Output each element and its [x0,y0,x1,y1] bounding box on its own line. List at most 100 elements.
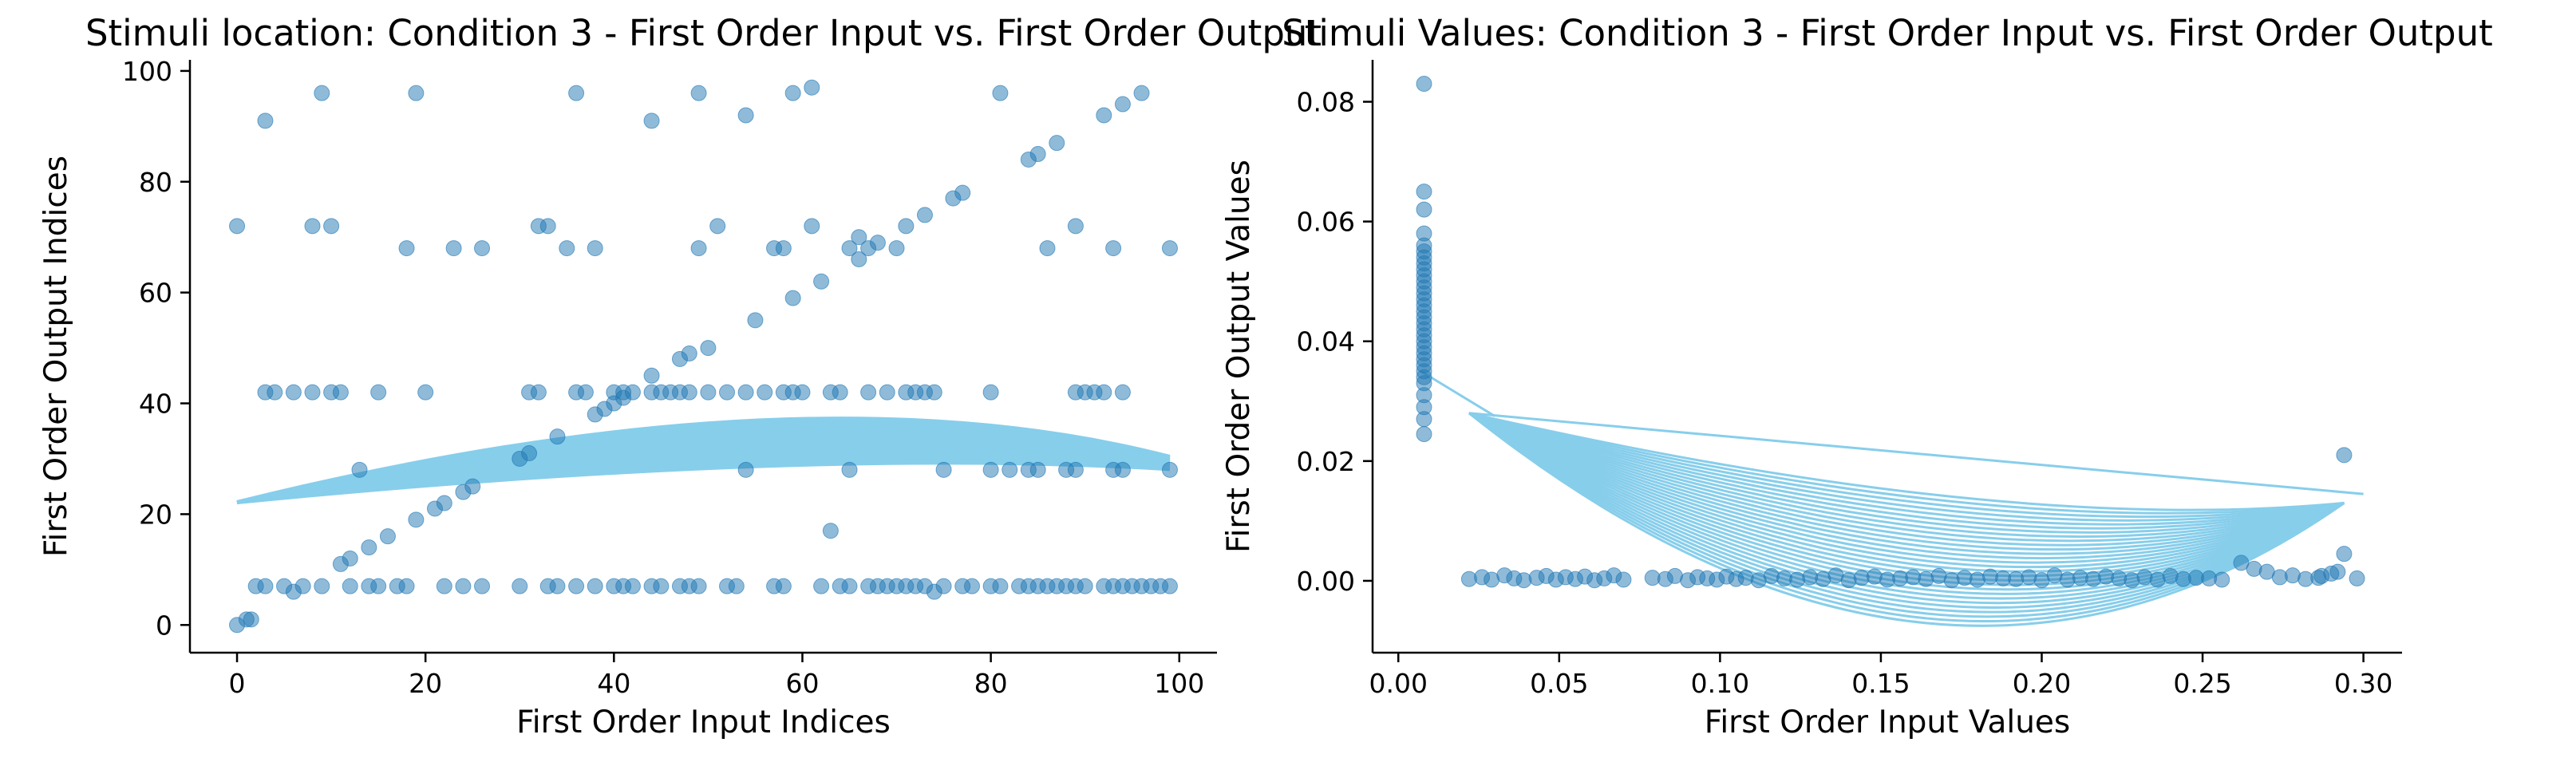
y-tick-label: 0.02 [1297,446,1355,477]
curve-line [1468,412,2345,569]
curve-line [1420,369,1495,417]
data-point [784,290,801,306]
data-point [1416,201,1432,218]
data-point [775,578,792,594]
data-point [398,240,415,257]
x-tick-label: 0.10 [1691,668,1749,699]
scatter-points [229,79,1178,634]
data-point [992,85,1009,101]
data-point [851,229,867,246]
data-point [653,578,670,594]
data-point [408,85,425,101]
y-tick-label: 100 [122,56,172,87]
data-point [257,578,274,594]
data-point [1416,426,1432,443]
data-point [935,461,952,478]
curve-lines [236,417,1171,505]
curve-line [1468,412,2345,622]
data-point [794,384,811,401]
data-point [728,578,745,594]
data-point [314,85,330,101]
data-point [464,478,481,495]
data-point [954,184,971,201]
data-point [2336,546,2353,563]
data-point [935,578,952,594]
curve-line [1468,412,2345,547]
y-tick-label: 80 [139,167,172,198]
data-point [879,384,895,401]
data-point [436,495,452,511]
data-point [285,384,302,401]
data-point [737,384,754,401]
x-tick-label: 40 [597,668,630,699]
data-point [294,578,311,594]
data-point [474,578,491,594]
curve-line [1468,412,2345,511]
curve-line [1468,412,2345,543]
axes: 0.00 0.05 0.10 0.15 0.20 0.25 0.30 0.00 0.02 0.04… [1297,60,2402,699]
data-point [2349,570,2365,586]
data-point [1161,461,1178,478]
data-point [700,384,717,401]
data-point [898,218,915,235]
data-point [1416,184,1432,200]
data-point [455,578,472,594]
x-tick-label: 0.00 [1369,668,1428,699]
curve-line [1468,412,2345,534]
data-point [445,240,462,257]
data-point [521,445,538,462]
data-point [1029,146,1046,163]
data-point [1114,384,1131,401]
data-point [2336,447,2353,464]
data-point [681,384,697,401]
data-point [267,384,283,401]
data-point [841,240,858,257]
data-point [841,578,858,594]
data-point [681,345,697,362]
chart-title: Stimuli location: Condition 3 - First Or… [85,12,1322,54]
data-point [332,384,349,401]
y-axis-label: First Order Output Values [1221,160,1257,553]
data-point [530,384,547,401]
data-point [690,240,707,257]
data-point [379,528,396,545]
x-tick-label: 100 [1154,668,1204,699]
data-point [624,384,641,401]
data-point [869,235,886,251]
x-tick-label: 0.30 [2334,668,2392,699]
curve-line [1468,412,2345,614]
data-point [964,578,981,594]
data-point [1096,107,1112,124]
data-point [1161,240,1178,257]
data-point [992,578,1009,594]
data-point [549,428,566,445]
data-point [1049,135,1065,152]
data-point [370,578,387,594]
curve-line [1468,412,2345,600]
data-point [1133,85,1150,101]
data-point [916,207,933,223]
data-point [1067,461,1084,478]
data-point [1029,461,1046,478]
data-point [568,578,585,594]
data-point [342,550,358,567]
data-point [408,511,425,528]
curve-line [1468,412,2345,555]
data-point [719,384,736,401]
data-point [361,539,377,556]
data-point [587,240,603,257]
data-point [1615,571,1632,588]
curve-line [1468,412,2345,605]
data-point [512,578,528,594]
data-point [342,578,358,594]
scatter-points [1416,76,2365,589]
data-point [832,384,848,401]
y-tick-label: 0.00 [1297,566,1355,597]
curve-line [1468,412,2345,564]
data-point [1114,96,1131,113]
data-point [1161,578,1178,594]
curve-line [1468,412,2345,609]
data-point [370,384,387,401]
data-point [1002,461,1018,478]
